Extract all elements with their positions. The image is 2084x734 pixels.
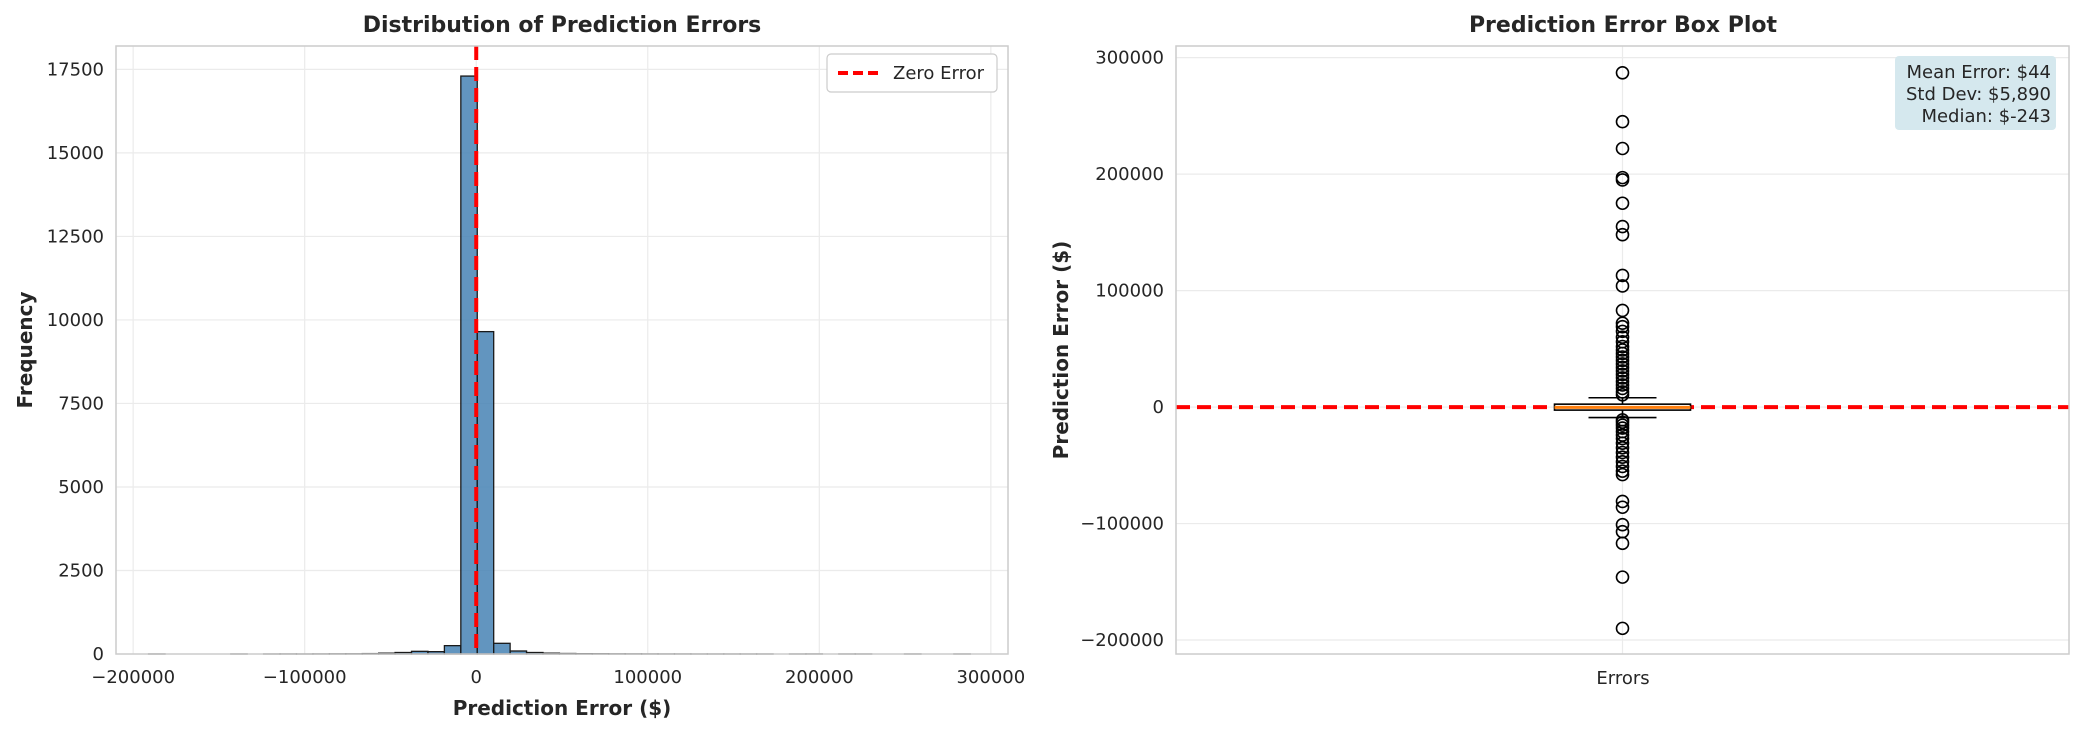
boxplot-outlier — [1615, 303, 1630, 318]
histogram-bar — [476, 330, 495, 655]
boxplot-outlier — [1615, 360, 1630, 375]
boxplot-outlier — [1615, 445, 1630, 460]
boxplot-outlier — [1615, 450, 1630, 464]
histogram-x-tick-label: −100000 — [263, 667, 347, 688]
histogram-x-axis-label: Prediction Error ($) — [453, 696, 672, 720]
histogram-y-tick-label: 15000 — [47, 143, 104, 164]
histogram-panel: −200000 −100000 0 100000 200000 300000 0 2500 5… — [13, 13, 1025, 720]
histogram-y-tick-label: 5000 — [58, 477, 104, 498]
histogram-x-tick-label: 200000 — [785, 667, 854, 688]
stats-std-dev: Std Dev: $5,890 — [1906, 84, 2051, 105]
boxplot-outlier — [1615, 346, 1630, 361]
stats-median: Median: $-243 — [1921, 106, 2051, 127]
boxplot-y-tick-labels: −200000 −100000 0 100000 200000 300000 — [1080, 48, 1164, 651]
boxplot-outlier — [1615, 381, 1630, 396]
boxplot-outlier — [1615, 330, 1630, 344]
boxplot-outlier — [1615, 374, 1630, 389]
histogram-y-tick-label: 17500 — [47, 59, 104, 80]
boxplot-outlier — [1615, 570, 1630, 584]
boxplot-y-tick-label: 300000 — [1095, 48, 1164, 69]
boxplot-outlier — [1615, 114, 1630, 129]
histogram-y-tick-labels: 0 2500 5000 7500 10000 12500 15000 17500 — [47, 59, 104, 665]
boxplot-outlier — [1615, 621, 1630, 636]
histogram-bar — [443, 644, 462, 655]
boxplot-outlier — [1615, 227, 1630, 242]
histogram-plot-area — [116, 46, 1008, 654]
boxplot-outliers — [1615, 65, 1630, 636]
legend-box — [826, 53, 998, 93]
boxplot-outlier — [1615, 459, 1630, 474]
histogram-x-tick-label: 0 — [471, 667, 482, 688]
boxplot-outlier — [1615, 455, 1630, 469]
histogram-y-tick-label: 2500 — [58, 560, 104, 581]
legend-zero-error-label: Zero Error — [893, 63, 985, 84]
boxplot-title: Prediction Error Box Plot — [1469, 13, 1778, 38]
histogram-legend: Zero Error — [826, 53, 998, 93]
boxplot-panel: −200000 −100000 0 100000 200000 300000 Errors… — [1049, 13, 2070, 689]
boxplot-outlier — [1615, 339, 1630, 354]
boxplot-outlier — [1615, 316, 1630, 331]
boxplot-outlier — [1615, 343, 1630, 357]
boxplot-outlier — [1615, 436, 1630, 450]
histogram-y-tick-label: 12500 — [47, 226, 104, 247]
boxplot-outlier — [1615, 324, 1630, 339]
histogram-bar — [493, 642, 511, 655]
histogram-y-tick-label: 0 — [93, 644, 104, 665]
boxplot-outlier — [1615, 431, 1630, 446]
boxplot-outlier — [1615, 494, 1630, 509]
boxplot-y-tick-label: −200000 — [1080, 630, 1164, 651]
boxplot-outlier — [1615, 196, 1630, 211]
boxplot-outlier — [1615, 319, 1630, 334]
boxplot-outlier — [1615, 467, 1630, 482]
histogram-y-tick-label: 7500 — [58, 393, 104, 414]
boxplot-outlier — [1615, 517, 1630, 532]
boxplot-outlier — [1615, 421, 1630, 435]
boxplot-stats-box: Mean Error: $44 Std Dev: $5,890 Median: … — [1895, 56, 2056, 130]
boxplot-outlier — [1615, 428, 1630, 442]
histogram-x-tick-labels: −200000 −100000 0 100000 200000 300000 — [91, 667, 1025, 688]
boxplot-outlier — [1615, 279, 1630, 293]
histogram-y-axis-label: Frequency — [13, 291, 37, 408]
boxplot-outlier — [1615, 536, 1630, 551]
boxplot-outlier — [1615, 173, 1630, 187]
boxplot-elements — [1553, 396, 1692, 419]
boxplot-y-tick-label: −100000 — [1080, 514, 1164, 535]
boxplot-y-axis-label: Prediction Error ($) — [1049, 241, 1073, 460]
stats-mean-error: Mean Error: $44 — [1907, 62, 2051, 83]
boxplot-outlier — [1615, 388, 1630, 402]
histogram-frame — [115, 45, 1009, 655]
histogram-y-tick-label: 10000 — [47, 310, 104, 331]
boxplot-outlier — [1615, 268, 1630, 283]
histogram-x-tick-label: −200000 — [91, 667, 175, 688]
boxplot-outlier — [1615, 378, 1630, 392]
boxplot-outlier — [1615, 141, 1630, 156]
histogram-x-tick-label: 100000 — [613, 667, 682, 688]
boxplot-category-label: Errors — [1596, 668, 1649, 689]
boxplot-outlier — [1615, 371, 1630, 385]
boxplot-outlier — [1615, 350, 1630, 364]
stats-box-background — [1895, 56, 2056, 130]
boxplot-outlier — [1615, 65, 1630, 80]
boxplot-frame — [1175, 45, 2070, 655]
histogram-x-tick-label: 300000 — [956, 667, 1025, 688]
boxplot-outlier — [1615, 441, 1630, 455]
boxplot-outlier — [1615, 367, 1630, 382]
boxplot-outlier — [1615, 219, 1630, 234]
boxplot-outlier — [1615, 364, 1630, 378]
boxplot-outlier — [1615, 500, 1630, 515]
boxplot-outlier — [1615, 353, 1630, 368]
histogram-title: Distribution of Prediction Errors — [363, 13, 762, 38]
boxplot-outlier — [1615, 357, 1630, 371]
boxplot-y-tick-label: 200000 — [1095, 164, 1164, 185]
boxplot-y-tick-label: 100000 — [1095, 281, 1164, 302]
boxplot-outlier — [1615, 464, 1630, 478]
boxplot-y-tick-label: 0 — [1153, 397, 1164, 418]
